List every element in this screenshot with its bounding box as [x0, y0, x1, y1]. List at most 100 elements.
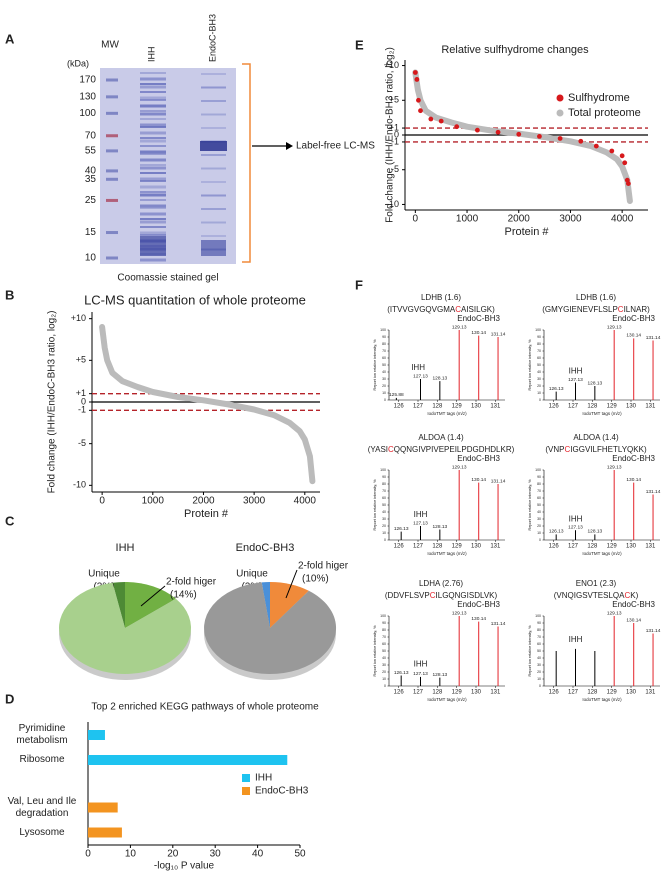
marker-band — [106, 95, 118, 99]
category-label: Val, Leu and Ile degradation — [8, 796, 77, 819]
bar — [88, 802, 118, 813]
x-tick-label: 130 — [626, 690, 637, 696]
gel-band — [140, 126, 166, 128]
y-tick-label: 80 — [382, 628, 386, 632]
peak-label: 130.14 — [471, 330, 486, 336]
x-tick-label: 130 — [471, 404, 482, 410]
marker-band — [106, 169, 118, 173]
gel-band — [140, 77, 166, 81]
y-tick-label: 60 — [382, 356, 386, 360]
data-point — [495, 129, 501, 135]
peak-label: 130.14 — [626, 477, 641, 483]
gel-band — [140, 110, 166, 112]
x-tick-label: 127 — [568, 690, 579, 696]
gel-caption: Coomassie stained gel — [117, 273, 218, 284]
y-tick-label: 90 — [537, 475, 541, 479]
peptide-part: C — [455, 305, 461, 314]
x-tick-label: 3000 — [559, 214, 582, 225]
x-tick-label: 126 — [549, 690, 560, 696]
gel-band — [140, 150, 166, 154]
x-tick-label: 127 — [568, 544, 579, 550]
legend-swatch — [556, 94, 564, 102]
category-text: Ribosome — [19, 754, 65, 765]
data-point — [474, 127, 480, 133]
gel-band — [201, 240, 226, 256]
pie-category-label: 2-fold higer — [166, 577, 217, 588]
gel-marker-label: 10 — [85, 253, 97, 264]
y-tick-label: -1 — [78, 405, 86, 415]
y-tick-label: 0 — [81, 396, 86, 406]
x-tick-label: 127 — [568, 404, 579, 410]
spectrum-title: ALDOA (1.4) — [418, 433, 464, 442]
peptide-part: IGGVILFHETLYQKK) — [570, 445, 647, 454]
peak-label: 128.13 — [433, 524, 448, 530]
gel-band — [201, 113, 226, 116]
y-tick-label: 0 — [539, 684, 541, 688]
x-tick-label: 1000 — [142, 496, 165, 507]
pie-slice — [270, 582, 309, 628]
x-tick-label: 129 — [452, 404, 463, 410]
x-tick-label: 131 — [645, 404, 656, 410]
group-label: EndoC-BH3 — [457, 314, 500, 323]
gel-band — [140, 164, 166, 166]
x-axis-label: IodoTMT tags (m/z) — [427, 411, 467, 416]
y-axis-label: Report ion relative intensity, % — [373, 339, 377, 391]
gel-band — [140, 193, 166, 197]
gel-lane-label: EndoC-BH3 — [207, 14, 217, 62]
y-tick-label: 80 — [382, 342, 386, 346]
gel-band — [140, 231, 166, 235]
data-point — [428, 116, 434, 122]
y-tick-label: 100 — [380, 328, 386, 332]
peptide-part: (VNQIGSVTESLQA — [554, 591, 625, 600]
x-tick-label: 4000 — [611, 214, 634, 225]
gel-band — [140, 207, 166, 209]
peak-label: 128.13 — [433, 672, 448, 678]
y-axis-label: Fold change (IHH/Endo-BH3 ratio, log₂) — [385, 47, 396, 223]
y-tick-label: 100 — [535, 328, 541, 332]
x-tick-label: 0 — [413, 214, 419, 225]
y-tick-label: +1 — [389, 122, 399, 132]
gel-band — [140, 220, 166, 224]
peak-label: 131.14 — [491, 621, 506, 627]
peptide-part: ILGQNGISDLVK) — [436, 591, 498, 600]
x-axis-label: -log₁₀ P value — [154, 861, 215, 872]
group-label: IHH — [569, 635, 583, 644]
chart-title: IHH — [116, 542, 135, 554]
peak-label: 128.13 — [433, 375, 448, 381]
peptide-part: C — [388, 445, 394, 454]
x-tick-label: 40 — [252, 849, 264, 860]
x-tick-label: 128 — [432, 690, 443, 696]
y-tick-label: 20 — [382, 524, 386, 528]
data-point — [625, 181, 631, 187]
peptide-part: C — [618, 305, 624, 314]
y-tick-label: 80 — [537, 482, 541, 486]
bracket — [242, 63, 251, 263]
y-tick-label: 40 — [382, 656, 386, 660]
legend-label: Total proteome — [568, 107, 641, 119]
x-tick-label: 126 — [549, 404, 560, 410]
x-tick-label: 127 — [413, 690, 424, 696]
y-tick-label: 50 — [537, 503, 541, 507]
gel-band — [201, 235, 226, 237]
pie-slice — [261, 582, 270, 628]
leader-line — [285, 569, 298, 599]
peptide-part: (YASI — [368, 445, 388, 454]
y-tick-label: 10 — [537, 391, 541, 395]
gel-band — [140, 236, 166, 256]
data-point — [537, 133, 542, 139]
y-tick-label: 20 — [382, 670, 386, 674]
y-tick-label: -10 — [73, 480, 86, 490]
spectrum-title: LDHB (1.6) — [421, 293, 461, 302]
pie-value-label: (14%) — [170, 590, 197, 601]
chart-title: EndoC-BH3 — [236, 542, 295, 554]
y-axis-label: Report ion relative intensity, % — [528, 479, 532, 531]
gel-band — [140, 218, 166, 220]
y-tick-label: 10 — [382, 677, 386, 681]
pie-category-label: Unique — [88, 569, 120, 580]
peak-label: 130.14 — [471, 616, 486, 622]
x-tick-label: 129 — [607, 690, 618, 696]
gel-band — [140, 172, 166, 174]
gel-band — [140, 123, 166, 127]
